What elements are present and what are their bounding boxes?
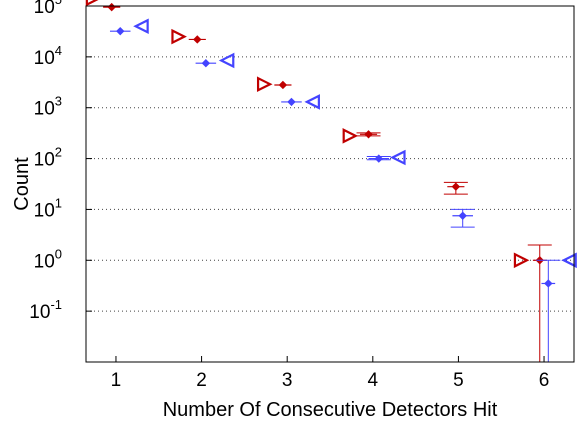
y-tick-label: 100 bbox=[34, 246, 62, 272]
y-tick-label: 105 bbox=[34, 0, 62, 18]
x-tick-label: 3 bbox=[282, 370, 293, 391]
data-point bbox=[133, 18, 149, 35]
series-triangle-left bbox=[133, 18, 577, 269]
x-tick-label: 4 bbox=[368, 370, 379, 391]
x-tick-label: 5 bbox=[453, 370, 464, 391]
data-point bbox=[256, 76, 273, 92]
data-point bbox=[201, 59, 211, 68]
data-point bbox=[287, 97, 296, 107]
y-tick-base: 10 bbox=[34, 99, 55, 120]
y-tick-base: 10 bbox=[34, 200, 55, 221]
plot-frame bbox=[85, 5, 575, 363]
y-tick-base: 10 bbox=[34, 48, 55, 69]
y-tick-exponent: 2 bbox=[55, 145, 62, 160]
series-layer bbox=[85, 0, 577, 362]
data-point bbox=[390, 149, 406, 166]
data-point bbox=[451, 182, 461, 191]
y-tick-base: 10 bbox=[34, 150, 55, 171]
y-tick-label: 104 bbox=[34, 43, 62, 69]
data-point bbox=[171, 28, 187, 45]
data-point bbox=[544, 279, 553, 288]
data-point bbox=[513, 252, 530, 269]
y-axis-title: Count bbox=[11, 157, 33, 211]
y-tick-base: 10 bbox=[29, 302, 50, 323]
data-point bbox=[458, 211, 467, 220]
y-tick-exponent: 0 bbox=[55, 246, 62, 261]
data-point bbox=[342, 128, 359, 144]
y-tick-exponent: 1 bbox=[55, 195, 62, 210]
data-point bbox=[561, 252, 577, 269]
y-tick-label: 103 bbox=[34, 94, 62, 120]
x-tick-label: 1 bbox=[111, 370, 122, 391]
y-tick-label: 102 bbox=[34, 145, 62, 171]
y-tick-exponent: 3 bbox=[55, 94, 62, 109]
y-tick-base: 10 bbox=[34, 0, 55, 18]
y-tick-label: 101 bbox=[34, 195, 62, 221]
y-tick-label: 10-1 bbox=[29, 297, 62, 323]
data-point bbox=[304, 94, 320, 110]
x-tick-label: 2 bbox=[196, 370, 207, 391]
y-tick-exponent: 4 bbox=[55, 43, 62, 58]
data-point bbox=[364, 130, 373, 139]
y-axis: 10-1100101102103104105 bbox=[29, 0, 92, 323]
x-tick-label: 6 bbox=[539, 370, 550, 391]
data-point bbox=[116, 26, 125, 36]
series-diamond bbox=[103, 2, 552, 362]
data-point bbox=[278, 80, 288, 90]
x-axis-title: Number Of Consecutive Detectors Hit bbox=[163, 399, 498, 421]
grid-layer bbox=[86, 5, 574, 312]
series-diamond bbox=[109, 26, 561, 362]
data-point bbox=[107, 2, 116, 12]
y-tick-exponent: 5 bbox=[55, 0, 62, 7]
data-point bbox=[193, 35, 202, 44]
x-axis: 1 2 3 4 5 6 bbox=[111, 356, 550, 391]
data-point bbox=[374, 154, 384, 163]
data-point bbox=[85, 0, 99, 7]
data-point bbox=[218, 52, 235, 69]
series-triangle-right bbox=[85, 0, 530, 269]
y-tick-base: 10 bbox=[34, 251, 55, 272]
y-tick-exponent: -1 bbox=[50, 297, 62, 312]
